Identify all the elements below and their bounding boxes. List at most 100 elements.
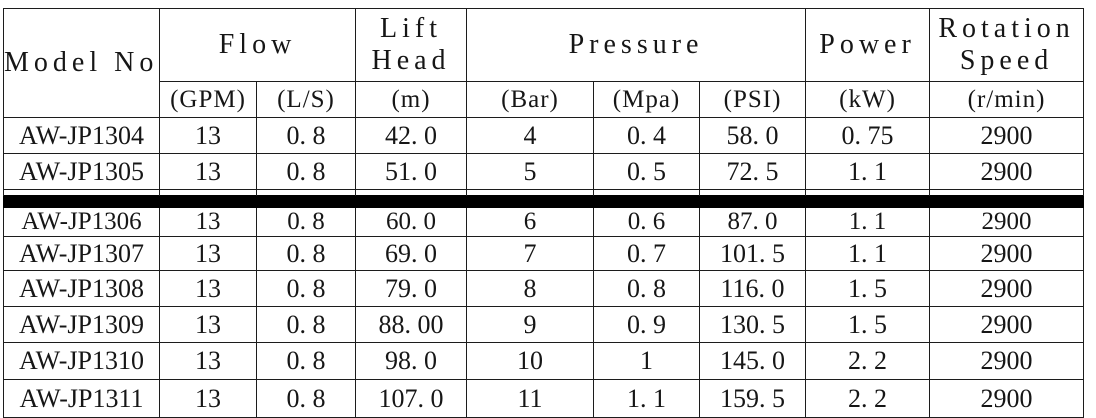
cell-m: 60. 0 xyxy=(355,207,468,237)
header-rotation-speed: Rotation Speed xyxy=(929,8,1085,82)
cell-rmin: 2900 xyxy=(929,379,1085,418)
cell-ls: 0. 8 xyxy=(255,379,357,418)
cell-model: AW-JP1307 xyxy=(3,236,160,271)
header-rotation-speed-line2: Speed xyxy=(959,45,1054,76)
cell-kw: 2. 2 xyxy=(805,342,931,380)
cell-gpm: 13 xyxy=(159,270,257,307)
cell-ls: 0. 8 xyxy=(255,117,357,154)
cell-rmin: 2900 xyxy=(929,153,1085,190)
cell-mpa: 1 xyxy=(593,342,701,380)
header-power: Power xyxy=(805,8,931,82)
cell-psi: 145. 0 xyxy=(699,342,807,380)
cell-psi: 130. 5 xyxy=(699,306,807,343)
page-break-section xyxy=(2,189,1085,208)
cell-psi: 159. 5 xyxy=(699,379,807,418)
cell-gpm: 13 xyxy=(159,236,257,271)
cell-model: AW-JP1310 xyxy=(3,342,160,380)
cell-bar: 10 xyxy=(466,342,595,380)
cell-gpm: 13 xyxy=(159,207,257,237)
table-row: AW-JP1308 13 0. 8 79. 0 8 0. 8 116. 0 1. 5 2900 xyxy=(3,270,1085,307)
page-break-bar-row xyxy=(2,195,1085,208)
header-flow: Flow xyxy=(158,8,357,82)
cell-bar: 11 xyxy=(466,379,595,418)
unit-m: (m) xyxy=(355,81,468,118)
cell-mpa: 0. 5 xyxy=(593,153,701,190)
gap-cell xyxy=(929,189,1085,196)
cell-rmin: 2900 xyxy=(929,207,1085,237)
cell-mpa: 0. 4 xyxy=(593,117,701,154)
table-row: AW-JP1307 13 0. 8 69. 0 7 0. 7 101. 5 1. 1 2900 xyxy=(3,236,1085,271)
cell-kw: 1. 1 xyxy=(805,153,931,190)
table-body-below-break: AW-JP1306 13 0. 8 60. 0 6 0. 6 87. 0 1. 1 2900 AW… xyxy=(3,207,1085,418)
cell-psi: 87. 0 xyxy=(699,207,807,237)
cell-ls: 0. 8 xyxy=(255,342,357,380)
cell-model: AW-JP1309 xyxy=(3,306,160,343)
page-break-bar xyxy=(2,195,1085,208)
cell-psi: 72. 5 xyxy=(699,153,807,190)
cell-m: 42. 0 xyxy=(355,117,468,154)
table-row: AW-JP1306 13 0. 8 60. 0 6 0. 6 87. 0 1. 1 2900 xyxy=(3,207,1085,237)
cell-m: 79. 0 xyxy=(355,270,468,307)
table-row: AW-JP1310 13 0. 8 98. 0 10 1 145. 0 2. 2 2900 xyxy=(3,342,1085,380)
cell-bar: 7 xyxy=(466,236,595,271)
cell-gpm: 13 xyxy=(159,117,257,154)
cell-rmin: 2900 xyxy=(929,270,1085,307)
header-lift-head-line2: Head xyxy=(371,45,451,76)
header-group-row: Model No. Flow Lift Head Pressure Power … xyxy=(3,8,1085,118)
cell-gpm: 13 xyxy=(159,342,257,380)
cell-psi: 116. 0 xyxy=(699,270,807,307)
cell-mpa: 0. 8 xyxy=(593,270,701,307)
cell-gpm: 13 xyxy=(159,306,257,343)
page-gap-row xyxy=(3,189,1085,196)
cell-model: AW-JP1304 xyxy=(3,117,160,154)
cell-m: 88. 00 xyxy=(355,306,468,343)
cell-rmin: 2900 xyxy=(929,306,1085,343)
cell-m: 51. 0 xyxy=(355,153,468,190)
unit-mpa: (Mpa) xyxy=(593,81,701,118)
cell-ls: 0. 8 xyxy=(255,236,357,271)
cell-rmin: 2900 xyxy=(929,236,1085,271)
cell-kw: 1. 5 xyxy=(805,270,931,307)
cell-ls: 0. 8 xyxy=(255,306,357,343)
cell-model: AW-JP1306 xyxy=(3,207,160,237)
cell-ls: 0. 8 xyxy=(255,207,357,237)
table-row: AW-JP1309 13 0. 8 88. 00 9 0. 9 130. 5 1. 5 2900 xyxy=(3,306,1085,343)
unit-ls: (L/S) xyxy=(255,81,357,118)
cell-kw: 2. 2 xyxy=(805,379,931,418)
cell-bar: 5 xyxy=(466,153,595,190)
gap-cell xyxy=(255,189,357,196)
table-body-above-break: AW-JP1304 13 0. 8 42. 0 4 0. 4 58. 0 0. 75 2900 A… xyxy=(3,117,1085,190)
pump-spec-table: Model No. Flow Lift Head Pressure Power … xyxy=(2,8,1085,418)
cell-rmin: 2900 xyxy=(929,342,1085,380)
cell-mpa: 0. 7 xyxy=(593,236,701,271)
cell-model: AW-JP1305 xyxy=(3,153,160,190)
cell-ls: 0. 8 xyxy=(255,153,357,190)
cell-m: 107. 0 xyxy=(355,379,468,418)
cell-gpm: 13 xyxy=(159,379,257,418)
cell-bar: 9 xyxy=(466,306,595,343)
table-row: AW-JP1304 13 0. 8 42. 0 4 0. 4 58. 0 0. 75 2900 xyxy=(3,117,1085,154)
header-pressure: Pressure xyxy=(466,8,807,82)
cell-mpa: 0. 9 xyxy=(593,306,701,343)
gap-cell xyxy=(699,189,807,196)
unit-kw: (kW) xyxy=(805,81,931,118)
cell-rmin: 2900 xyxy=(929,117,1085,154)
cell-model: AW-JP1308 xyxy=(3,270,160,307)
cell-kw: 1. 1 xyxy=(805,236,931,271)
cell-psi: 101. 5 xyxy=(699,236,807,271)
unit-psi: (PSI) xyxy=(699,81,807,118)
table-header: Model No. Flow Lift Head Pressure Power … xyxy=(3,8,1085,118)
header-lift-head-line1: Lift xyxy=(380,12,443,44)
cell-kw: 1. 5 xyxy=(805,306,931,343)
cell-psi: 58. 0 xyxy=(699,117,807,154)
header-model-no: Model No. xyxy=(3,8,160,118)
cell-gpm: 13 xyxy=(159,153,257,190)
cell-m: 69. 0 xyxy=(355,236,468,271)
cell-model: AW-JP1311 xyxy=(3,379,160,418)
table-row: AW-JP1311 13 0. 8 107. 0 11 1. 1 159. 5 2. 2 290… xyxy=(3,379,1085,418)
cell-bar: 4 xyxy=(466,117,595,154)
cell-mpa: 1. 1 xyxy=(593,379,701,418)
header-units-row: (GPM) (L/S) (m) (Bar) (Mpa) (PSI) (kW) (… xyxy=(4,81,1085,118)
header-lift-head: Lift Head xyxy=(355,8,468,82)
